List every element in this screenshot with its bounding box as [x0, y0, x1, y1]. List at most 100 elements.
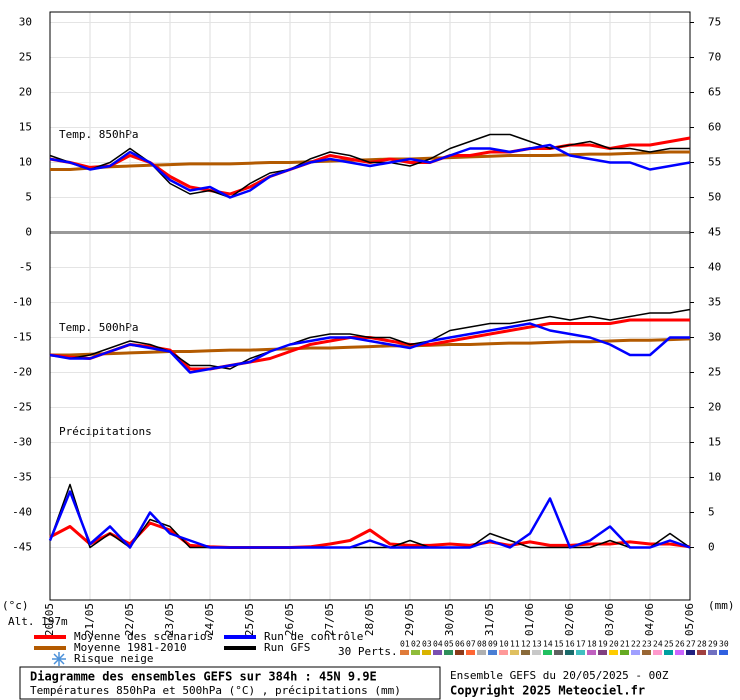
footer-subtitle: Températures 850hPa et 500hPa (°C) , pré…: [30, 684, 401, 697]
perturbation-swatch: [477, 650, 486, 655]
perturbation-label: 12: [521, 640, 531, 649]
perturbation-swatch: [521, 650, 530, 655]
perturbation-swatch: [488, 650, 497, 655]
x-tick-label: 26/05: [283, 603, 296, 636]
perturbation-label: 10: [499, 640, 509, 649]
perturbation-label: 26: [675, 640, 685, 649]
perturbation-swatch: [609, 650, 618, 655]
x-tick-label: 03/06: [603, 603, 616, 636]
perturbation-swatch: [719, 650, 728, 655]
perturbation-label: 01: [400, 640, 410, 649]
x-tick-label: 05/06: [683, 603, 696, 636]
perturbation-swatch: [433, 650, 442, 655]
legend-label: Moyenne 1981-2010: [74, 641, 187, 654]
perturbation-swatch: [532, 650, 541, 655]
series-line: [49, 308, 691, 370]
y-tick-label: -5: [19, 261, 32, 274]
series-line: [50, 150, 690, 171]
y-tick-label: 15: [19, 121, 32, 134]
perturbation-swatch: [543, 650, 552, 655]
perturbation-label: 16: [565, 640, 575, 649]
altitude: Alt. 197m: [8, 615, 68, 628]
footer-title: Diagramme des ensembles GEFS sur 384h : …: [30, 670, 377, 684]
y2-tick-label: 25: [708, 366, 721, 379]
perturbation-swatch: [642, 650, 651, 655]
x-tick-label: 27/05: [323, 603, 336, 636]
y-tick-label: -10: [12, 296, 32, 309]
perturbation-swatch: [620, 650, 629, 655]
perturbation-label: 15: [554, 640, 564, 649]
y2-tick-label: 10: [708, 471, 721, 484]
run-info: Ensemble GEFS du 20/05/2025 - 00Z: [450, 669, 669, 682]
footer-box: [19, 666, 441, 700]
y2-tick-label: 60: [708, 121, 721, 134]
perturbations-label: 30 Perts.: [338, 645, 398, 658]
legend-label: Run GFS: [264, 641, 310, 654]
y-tick-label: 5: [25, 191, 32, 204]
series-line: [50, 337, 691, 357]
perturbation-swatch: [444, 650, 453, 655]
y2-tick-label: 45: [708, 226, 721, 239]
annotation: Temp. 850hPa: [59, 128, 138, 141]
y2-tick-label: 40: [708, 261, 721, 274]
perturbation-label: 28: [697, 640, 707, 649]
perturbation-label: 07: [466, 640, 476, 649]
y2-tick-label: 65: [708, 86, 721, 99]
perturbation-label: 27: [686, 640, 696, 649]
x-tick-label: 28/05: [363, 603, 376, 636]
series-line: [49, 483, 691, 549]
y2-tick-label: 70: [708, 51, 721, 64]
perturbation-swatch: [400, 650, 409, 655]
perturbation-label: 24: [653, 640, 663, 649]
perturbation-label: 14: [543, 640, 553, 649]
y-tick-label: 25: [19, 51, 32, 64]
y2-tick-label: 75: [708, 16, 721, 29]
legend-label: Moyenne des scénarios: [74, 630, 213, 643]
perturbation-swatch: [411, 650, 420, 655]
perturbation-label: 06: [455, 640, 465, 649]
perturbation-swatch: [631, 650, 640, 655]
y-tick-label: -45: [12, 541, 32, 554]
annotation: Temp. 500hPa: [59, 321, 138, 334]
x-tick-label: 25/05: [243, 603, 256, 636]
perturbation-label: 29: [708, 640, 718, 649]
y-tick-label: -20: [12, 366, 32, 379]
legend-label: Risque neige: [74, 652, 153, 665]
series-line: [48, 490, 691, 549]
perturbation-swatch: [675, 650, 684, 655]
perturbation-label: 21: [620, 640, 630, 649]
y-unit: (°c): [2, 599, 29, 612]
perturbation-label: 23: [642, 640, 652, 649]
x-tick-label: 30/05: [443, 603, 456, 636]
y2-tick-label: 0: [708, 541, 715, 554]
y2-tick-label: 5: [708, 506, 715, 519]
y2-tick-label: 20: [708, 401, 721, 414]
perturbation-swatch: [422, 650, 431, 655]
perturbation-swatch: [653, 650, 662, 655]
y-tick-label: 0: [25, 226, 32, 239]
perturbation-swatch: [587, 650, 596, 655]
perturbation-swatch: [455, 650, 464, 655]
annotation: Précipitations: [59, 425, 152, 438]
y-tick-label: -25: [12, 401, 32, 414]
x-tick-label: 02/06: [563, 603, 576, 636]
perturbation-label: 08: [477, 640, 487, 649]
x-tick-label: 01/06: [523, 603, 536, 636]
x-tick-label: 21/05: [83, 603, 96, 636]
y2-tick-label: 35: [708, 296, 721, 309]
perturbation-swatch: [554, 650, 563, 655]
y2-tick-label: 55: [708, 156, 721, 169]
copyright: Copyright 2025 Meteociel.fr: [450, 684, 645, 698]
y-tick-label: 20: [19, 86, 32, 99]
perturbation-label: 04: [433, 640, 443, 649]
plot-frame: [49, 11, 691, 601]
y2-unit: (mm): [708, 599, 735, 612]
perturbation-label: 25: [664, 640, 674, 649]
perturbation-swatch: [598, 650, 607, 655]
x-tick-label: 22/05: [123, 603, 136, 636]
perturbation-label: 18: [587, 640, 597, 649]
perturbation-label: 02: [411, 640, 421, 649]
y-tick-label: -35: [12, 471, 32, 484]
perturbation-swatch: [576, 650, 585, 655]
